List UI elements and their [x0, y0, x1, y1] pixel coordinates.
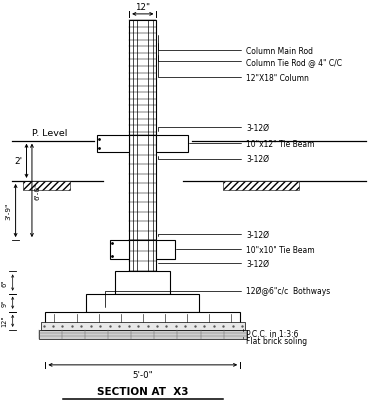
Bar: [129, 136, 156, 260]
Bar: [156, 241, 175, 260]
Bar: [97, 136, 129, 152]
Text: P. Level: P. Level: [32, 129, 67, 138]
Text: 6'-0": 6'-0": [35, 182, 41, 200]
Text: 3-12Ø: 3-12Ø: [246, 155, 269, 164]
Bar: [110, 241, 129, 260]
Text: 5'-0": 5'-0": [132, 370, 153, 379]
Bar: [41, 322, 245, 330]
Text: Column Tie Rod @ 4" C/C: Column Tie Rod @ 4" C/C: [246, 58, 342, 67]
Text: 3-12Ø: 3-12Ø: [246, 259, 269, 268]
Text: 10"x12" Tie Beam: 10"x12" Tie Beam: [246, 140, 315, 149]
Text: 2': 2': [14, 157, 22, 166]
Bar: [223, 181, 299, 190]
Text: 12"X18" Column: 12"X18" Column: [246, 74, 309, 83]
Bar: [39, 330, 247, 339]
Text: 3'-9": 3'-9": [5, 202, 11, 220]
Text: 12Ø@6"c/c  Bothways: 12Ø@6"c/c Bothways: [246, 286, 331, 296]
Text: 3-12Ø: 3-12Ø: [246, 230, 269, 239]
Text: 12": 12": [135, 3, 150, 12]
Text: SECTION AT  X3: SECTION AT X3: [97, 386, 189, 396]
Text: 9": 9": [1, 299, 7, 307]
Bar: [45, 312, 240, 330]
Text: 6": 6": [1, 279, 7, 286]
Text: 12": 12": [1, 315, 7, 327]
Bar: [86, 294, 199, 312]
Text: P.C.C. in 1:3:6: P.C.C. in 1:3:6: [246, 329, 299, 338]
Text: Flat brick soling: Flat brick soling: [246, 337, 307, 345]
Bar: [156, 136, 189, 152]
Text: 3-12Ø: 3-12Ø: [246, 124, 269, 132]
Bar: [129, 241, 156, 272]
Text: 10"x10" Tie Beam: 10"x10" Tie Beam: [246, 245, 315, 254]
Bar: [129, 21, 156, 152]
Bar: [115, 272, 170, 294]
Bar: [23, 181, 70, 190]
Text: Column Main Rod: Column Main Rod: [246, 47, 313, 55]
